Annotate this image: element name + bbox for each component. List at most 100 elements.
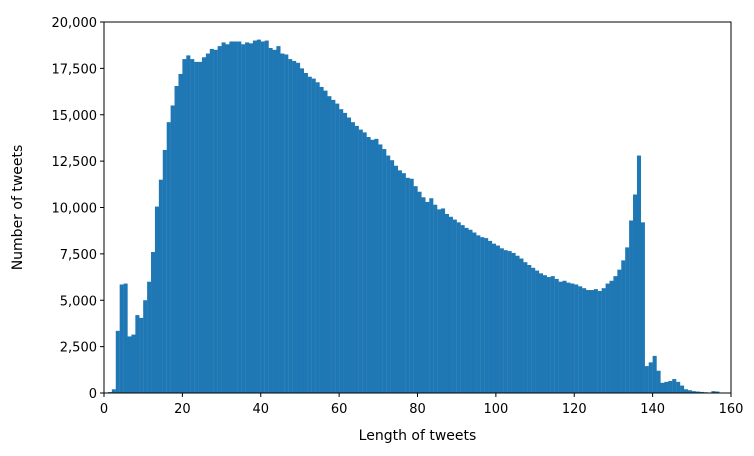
histogram-bar	[460, 225, 465, 393]
histogram-bar	[139, 317, 144, 393]
histogram-bar	[292, 60, 297, 393]
histogram-bar	[111, 389, 116, 393]
histogram-bar	[589, 290, 594, 393]
histogram-bar	[448, 216, 453, 393]
histogram-bar	[425, 201, 430, 393]
histogram-bar	[245, 42, 250, 393]
histogram-bar	[683, 389, 689, 393]
histogram-bar	[644, 366, 649, 393]
histogram-bar	[586, 290, 591, 393]
histogram-bars	[107, 39, 724, 394]
histogram-bar	[699, 391, 704, 393]
histogram-bar	[209, 48, 214, 394]
histogram-bar	[354, 125, 359, 393]
histogram-bar	[511, 252, 516, 393]
histogram-bar	[668, 380, 673, 393]
histogram-bar	[158, 179, 163, 393]
histogram-bar	[382, 149, 387, 393]
histogram-bar	[566, 282, 571, 393]
histogram-bar	[276, 46, 281, 394]
histogram-bar	[417, 191, 422, 393]
histogram-bar	[633, 194, 638, 393]
histogram-bar	[601, 288, 606, 393]
histogram-bar	[248, 43, 254, 393]
y-tick-label: 2,500	[60, 341, 97, 356]
histogram-bar	[656, 370, 661, 393]
histogram-bar	[221, 42, 226, 393]
histogram-bar	[491, 243, 497, 393]
histogram-bar	[715, 391, 720, 393]
histogram-bar	[621, 260, 626, 393]
histogram-bar	[154, 206, 160, 393]
histogram-bar	[178, 73, 183, 393]
histogram-bar	[225, 44, 230, 393]
histogram-bar	[346, 117, 352, 393]
y-tick-label: 5,000	[60, 294, 97, 309]
histogram-bar	[370, 139, 375, 393]
histogram-bar	[472, 232, 477, 393]
histogram-bar	[147, 281, 152, 393]
x-tick-label: 140	[640, 402, 665, 417]
histogram-bar	[288, 59, 293, 393]
histogram-bar	[127, 336, 132, 393]
histogram-bar	[507, 251, 512, 393]
histogram-bar	[550, 276, 555, 393]
histogram-bar	[374, 138, 379, 393]
histogram-bar	[629, 220, 634, 393]
histogram-bar	[229, 41, 234, 393]
histogram-bar	[205, 53, 210, 393]
histogram-bar	[323, 90, 328, 393]
y-tick-label: 15,000	[52, 109, 98, 124]
x-tick-label: 20	[174, 402, 191, 417]
histogram-bar	[135, 315, 140, 393]
histogram-bar	[527, 265, 532, 393]
y-tick-label: 20,000	[52, 16, 98, 31]
histogram-bar	[260, 41, 265, 393]
histogram-bar	[429, 198, 434, 393]
histogram-bar	[574, 284, 579, 393]
histogram-bar	[444, 213, 449, 393]
histogram-bar	[186, 55, 191, 393]
histogram-bar	[480, 237, 485, 393]
histogram-bar	[198, 61, 203, 393]
histogram-bar	[378, 144, 383, 393]
histogram-bar	[542, 275, 547, 393]
histogram-bar	[711, 391, 716, 393]
histogram-bar	[143, 300, 148, 393]
histogram-bar	[523, 262, 528, 393]
histogram-bar	[613, 276, 618, 393]
histogram-bar	[194, 61, 199, 393]
histogram-bar	[256, 39, 261, 394]
histogram-bar	[488, 240, 493, 393]
histogram-bar	[405, 177, 410, 393]
histogram-bar	[123, 283, 128, 393]
histogram-bar	[617, 269, 622, 393]
x-axis-ticks: 0 20 40 60 80 100 120 140 160	[100, 393, 744, 417]
histogram-bar	[339, 109, 344, 393]
histogram-bar	[437, 209, 442, 393]
histogram-bar	[182, 59, 187, 393]
histogram-bar	[687, 390, 692, 393]
x-tick-label: 100	[483, 402, 508, 417]
histogram-bar	[272, 49, 277, 393]
histogram-bar	[554, 278, 559, 393]
plot-frame	[103, 21, 732, 394]
histogram-bar	[535, 270, 540, 393]
histogram-bar	[335, 103, 340, 394]
histogram-bar	[162, 149, 167, 393]
histogram-bar	[609, 280, 614, 393]
x-tick-label: 60	[331, 402, 348, 417]
histogram-bar	[201, 57, 207, 393]
histogram-bar	[672, 379, 677, 393]
histogram-bar	[217, 46, 222, 394]
x-tick-label: 160	[719, 402, 744, 417]
histogram-bar	[409, 178, 414, 393]
histogram-bar	[296, 62, 301, 394]
histogram-bar	[680, 385, 685, 393]
histogram-bar	[190, 59, 195, 393]
histogram-bar	[625, 247, 630, 393]
histogram-bar	[456, 222, 461, 393]
histogram-bar	[119, 284, 124, 393]
x-tick-label: 40	[252, 402, 269, 417]
